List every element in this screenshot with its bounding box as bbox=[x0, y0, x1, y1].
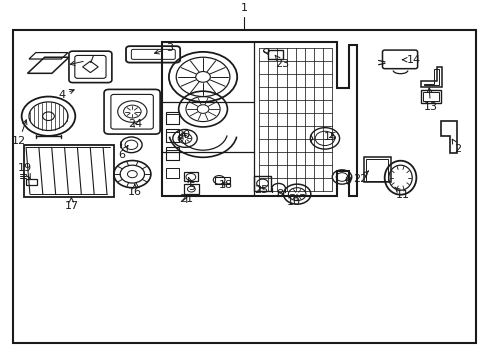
Bar bbox=[13, 31, 475, 343]
Bar bbox=[267, 50, 282, 59]
Text: 3: 3 bbox=[154, 43, 173, 54]
Text: 6: 6 bbox=[118, 145, 128, 160]
Text: 1: 1 bbox=[241, 3, 247, 13]
Text: 16: 16 bbox=[127, 184, 142, 197]
Text: 4: 4 bbox=[59, 89, 74, 100]
Bar bbox=[366, 159, 387, 181]
Bar bbox=[165, 114, 179, 124]
Bar bbox=[254, 176, 271, 190]
Bar bbox=[165, 132, 179, 142]
Text: 24: 24 bbox=[127, 119, 142, 129]
Bar bbox=[165, 112, 179, 124]
Text: 13: 13 bbox=[423, 88, 437, 112]
Text: 7: 7 bbox=[70, 55, 94, 66]
Text: 25: 25 bbox=[254, 185, 268, 194]
Text: 2: 2 bbox=[451, 139, 461, 154]
Text: 21: 21 bbox=[179, 194, 193, 204]
Bar bbox=[423, 92, 438, 101]
Bar bbox=[165, 130, 179, 142]
Bar bbox=[363, 157, 390, 183]
Text: 9: 9 bbox=[344, 176, 351, 186]
Text: 22: 22 bbox=[353, 171, 367, 184]
Bar bbox=[183, 172, 198, 181]
Text: 19: 19 bbox=[18, 163, 32, 179]
Text: 20: 20 bbox=[176, 130, 190, 140]
Bar bbox=[24, 145, 114, 197]
Text: 11: 11 bbox=[394, 187, 409, 200]
Bar bbox=[183, 184, 199, 194]
Text: 14: 14 bbox=[402, 55, 420, 65]
Text: 23: 23 bbox=[275, 55, 289, 69]
Text: 12: 12 bbox=[12, 120, 27, 145]
Text: 10: 10 bbox=[286, 194, 301, 207]
Text: 17: 17 bbox=[64, 197, 78, 211]
Text: 15: 15 bbox=[324, 132, 338, 142]
Bar bbox=[420, 90, 441, 103]
Bar bbox=[165, 147, 179, 160]
Bar bbox=[26, 180, 37, 185]
Text: 5: 5 bbox=[188, 178, 195, 192]
Bar bbox=[165, 168, 179, 178]
Bar bbox=[215, 177, 229, 184]
Text: 18: 18 bbox=[219, 180, 233, 190]
Text: 8: 8 bbox=[276, 189, 283, 199]
Bar bbox=[165, 150, 179, 160]
